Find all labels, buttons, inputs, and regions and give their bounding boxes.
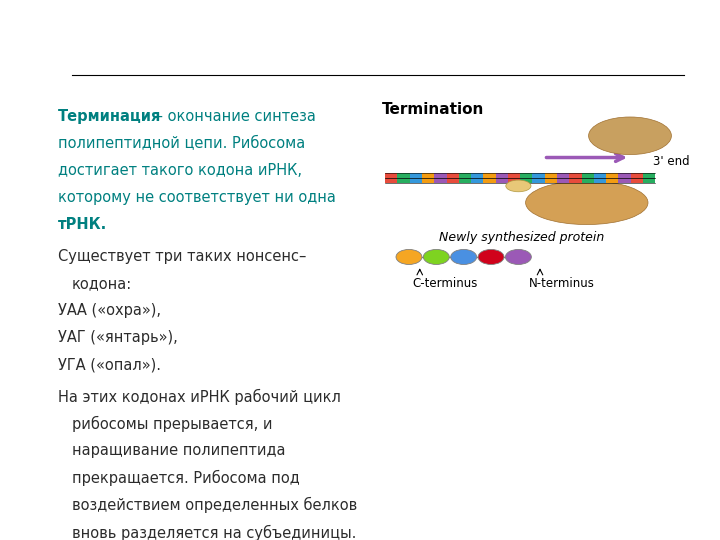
Text: УАА («охра»),: УАА («охра»), <box>58 303 161 318</box>
Bar <box>410 173 422 183</box>
Bar <box>422 173 434 183</box>
Bar <box>557 173 570 183</box>
Bar <box>582 173 594 183</box>
Text: C-terminus: C-terminus <box>413 277 478 290</box>
Bar <box>459 173 471 183</box>
Bar <box>643 173 655 183</box>
Ellipse shape <box>589 117 671 154</box>
Bar <box>618 173 631 183</box>
Text: - окончание синтеза: - окончание синтеза <box>153 109 316 124</box>
Bar <box>397 173 410 183</box>
Bar <box>483 173 495 183</box>
Text: кодона:: кодона: <box>72 276 132 291</box>
Text: Termination: Termination <box>382 103 484 117</box>
Bar <box>606 173 618 183</box>
Bar <box>521 173 533 183</box>
Text: рибосомы прерывается, и: рибосомы прерывается, и <box>72 416 272 432</box>
Bar <box>471 173 483 183</box>
Text: 3' end: 3' end <box>653 156 690 168</box>
Text: полипептидной цепи. Рибосома: полипептидной цепи. Рибосома <box>58 136 305 151</box>
Bar <box>570 173 582 183</box>
Text: наращивание полипептида: наращивание полипептида <box>72 443 286 458</box>
Text: которому не соответствует ни одна: которому не соответствует ни одна <box>58 190 336 205</box>
Bar <box>545 173 557 183</box>
Bar <box>385 173 397 183</box>
Text: УГА («опал»).: УГА («опал»). <box>58 357 161 372</box>
Text: прекращается. Рибосома под: прекращается. Рибосома под <box>72 470 300 486</box>
Text: На этих кодонах иРНК рабочий цикл: На этих кодонах иРНК рабочий цикл <box>58 389 341 404</box>
Text: тРНК.: тРНК. <box>58 217 107 232</box>
Bar <box>434 173 446 183</box>
Text: Существует три таких нонсенс–: Существует три таких нонсенс– <box>58 248 306 264</box>
Bar <box>533 173 545 183</box>
Circle shape <box>505 249 531 265</box>
Text: УАГ («янтарь»),: УАГ («янтарь»), <box>58 330 177 345</box>
Text: Терминация: Терминация <box>58 109 161 124</box>
Circle shape <box>478 249 504 265</box>
Circle shape <box>451 249 477 265</box>
Circle shape <box>423 249 449 265</box>
Ellipse shape <box>526 181 648 225</box>
Bar <box>446 173 459 183</box>
Text: Newly synthesized protein: Newly synthesized protein <box>439 231 605 244</box>
Text: достигает такого кодона иРНК,: достигает такого кодона иРНК, <box>58 163 302 178</box>
Circle shape <box>396 249 422 265</box>
Text: вновь разделяется на субъединицы.: вновь разделяется на субъединицы. <box>72 524 356 540</box>
Text: воздействием определенных белков: воздействием определенных белков <box>72 497 357 514</box>
Bar <box>631 173 643 183</box>
Ellipse shape <box>505 180 531 192</box>
Bar <box>594 173 606 183</box>
Bar <box>508 173 521 183</box>
Text: N-terminus: N-terminus <box>529 277 595 290</box>
Bar <box>495 173 508 183</box>
